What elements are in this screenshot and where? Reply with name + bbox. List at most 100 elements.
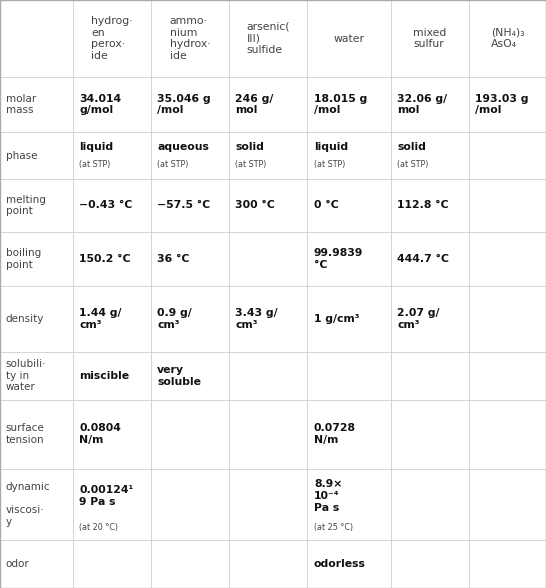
Text: (at 25 °C): (at 25 °C) (314, 523, 353, 532)
Bar (229, 0, 307, 77)
Text: 112.8 °C: 112.8 °C (397, 201, 449, 211)
Bar (307, 77, 391, 132)
Text: 300 °C: 300 °C (235, 201, 275, 211)
Bar (151, 132, 229, 179)
Bar (307, 400, 391, 469)
Bar (0, 77, 73, 132)
Text: 32.06 g/
mol: 32.06 g/ mol (397, 93, 447, 115)
Text: (at 20 °C): (at 20 °C) (79, 523, 118, 532)
Text: solubili·
ty in
water: solubili· ty in water (6, 359, 46, 392)
Bar (151, 77, 229, 132)
Bar (73, 400, 151, 469)
Bar (391, 469, 469, 540)
Bar (0, 0, 73, 77)
Bar (0, 132, 73, 179)
Bar (151, 352, 229, 400)
Bar (391, 77, 469, 132)
Bar (391, 540, 469, 588)
Bar (73, 132, 151, 179)
Text: 1.44 g/
cm³: 1.44 g/ cm³ (79, 308, 122, 330)
Text: (at STP): (at STP) (157, 159, 188, 169)
Bar (469, 179, 546, 232)
Text: phase: phase (6, 151, 37, 161)
Bar (391, 352, 469, 400)
Bar (307, 232, 391, 286)
Text: 99.9839
°C: 99.9839 °C (314, 248, 363, 270)
Bar (469, 400, 546, 469)
Bar (151, 400, 229, 469)
Bar (0, 540, 73, 588)
Text: solid: solid (397, 142, 426, 152)
Bar (229, 286, 307, 352)
Text: 150.2 °C: 150.2 °C (79, 254, 130, 264)
Bar (391, 400, 469, 469)
Bar (469, 232, 546, 286)
Bar (73, 77, 151, 132)
Text: 3.43 g/
cm³: 3.43 g/ cm³ (235, 308, 278, 330)
Bar (151, 469, 229, 540)
Text: boiling
point: boiling point (6, 248, 41, 270)
Bar (307, 0, 391, 77)
Bar (391, 286, 469, 352)
Bar (229, 352, 307, 400)
Bar (307, 540, 391, 588)
Bar (151, 0, 229, 77)
Text: 193.03 g
/mol: 193.03 g /mol (475, 93, 529, 115)
Text: odorless: odorless (314, 559, 366, 569)
Text: 1 g/cm³: 1 g/cm³ (314, 314, 359, 324)
Bar (151, 232, 229, 286)
Bar (0, 469, 73, 540)
Bar (469, 132, 546, 179)
Text: surface
tension: surface tension (6, 423, 45, 445)
Bar (151, 540, 229, 588)
Text: solid: solid (235, 142, 264, 152)
Bar (73, 540, 151, 588)
Bar (469, 77, 546, 132)
Text: 246 g/
mol: 246 g/ mol (235, 93, 274, 115)
Text: water: water (334, 34, 365, 44)
Text: −57.5 °C: −57.5 °C (157, 201, 210, 211)
Text: (at STP): (at STP) (314, 159, 345, 169)
Bar (0, 400, 73, 469)
Bar (229, 77, 307, 132)
Bar (151, 286, 229, 352)
Text: miscible: miscible (79, 370, 129, 380)
Text: molar
mass: molar mass (6, 93, 36, 115)
Text: 35.046 g
/mol: 35.046 g /mol (157, 93, 211, 115)
Bar (307, 286, 391, 352)
Text: 0.0728
N/m: 0.0728 N/m (314, 423, 356, 445)
Text: liquid: liquid (79, 142, 113, 152)
Text: (NH₄)₃
AsO₄: (NH₄)₃ AsO₄ (491, 28, 524, 49)
Text: hydrog·
en
perox·
ide: hydrog· en perox· ide (91, 16, 133, 61)
Text: (at STP): (at STP) (79, 159, 110, 169)
Bar (229, 400, 307, 469)
Bar (307, 179, 391, 232)
Bar (73, 232, 151, 286)
Bar (73, 352, 151, 400)
Bar (73, 469, 151, 540)
Text: (at STP): (at STP) (235, 159, 267, 169)
Bar (229, 179, 307, 232)
Text: 2.07 g/
cm³: 2.07 g/ cm³ (397, 308, 440, 330)
Bar (469, 286, 546, 352)
Bar (307, 352, 391, 400)
Text: very
soluble: very soluble (157, 365, 201, 386)
Bar (469, 469, 546, 540)
Bar (229, 232, 307, 286)
Text: 0.00124¹
9 Pa s: 0.00124¹ 9 Pa s (79, 485, 133, 507)
Text: ammo·
nium
hydrox·
ide: ammo· nium hydrox· ide (170, 16, 210, 61)
Text: 0.9 g/
cm³: 0.9 g/ cm³ (157, 308, 192, 330)
Bar (391, 232, 469, 286)
Bar (391, 132, 469, 179)
Text: 0.0804
N/m: 0.0804 N/m (79, 423, 121, 445)
Bar (0, 179, 73, 232)
Text: odor: odor (6, 559, 29, 569)
Bar (391, 179, 469, 232)
Bar (469, 352, 546, 400)
Bar (307, 132, 391, 179)
Bar (73, 286, 151, 352)
Bar (391, 0, 469, 77)
Bar (469, 0, 546, 77)
Bar (0, 352, 73, 400)
Bar (229, 540, 307, 588)
